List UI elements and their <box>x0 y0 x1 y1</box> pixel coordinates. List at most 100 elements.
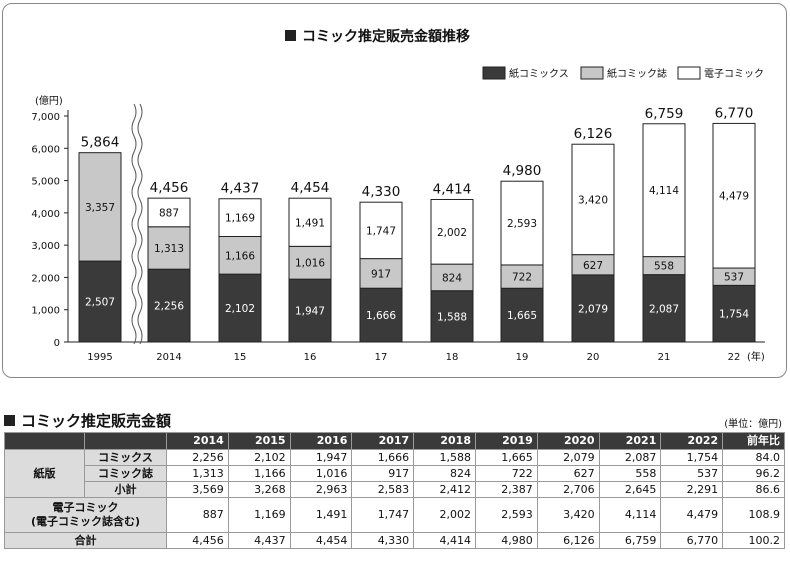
bar-value-label: 2,507 <box>85 297 115 309</box>
table-cell: 887 <box>166 497 229 533</box>
header-cell: 2014 <box>166 432 229 450</box>
table-cell: 2,002 <box>413 497 476 533</box>
table-cell: 627 <box>536 465 600 482</box>
x-tick-label: 16 <box>304 352 317 363</box>
title-square-icon <box>4 415 15 426</box>
bar-value-label: 1,313 <box>154 243 184 255</box>
x-tick-label: 21 <box>658 352 671 363</box>
x-axis-unit: (年) <box>747 350 765 363</box>
legend-swatch <box>580 66 604 80</box>
row-label-total: 合計 <box>4 532 167 549</box>
table-cell: 2,583 <box>351 481 415 498</box>
table-cell: 4,414 <box>413 532 476 549</box>
table-cell: 2,645 <box>598 481 662 498</box>
bar-total-label: 4,437 <box>221 181 260 197</box>
bar-segment <box>500 180 544 266</box>
bar-segment <box>359 201 403 260</box>
x-tick-label: 18 <box>446 352 459 363</box>
bar-value-label: 1,947 <box>295 306 325 318</box>
ecomic-label-line1: 電子コミック <box>52 501 119 514</box>
table-cell: 824 <box>413 465 476 482</box>
bar-segment <box>218 273 262 343</box>
header-cell: 2020 <box>536 432 600 450</box>
title-square-icon <box>285 30 296 41</box>
x-tick-label: 1995 <box>87 352 112 363</box>
group-label: 紙版 <box>4 449 85 498</box>
chart-panel: コミック推定販売金額推移 紙コミックス 紙コミック誌 電子コミック (億円) 0 1,000… <box>2 3 787 378</box>
table-cell: 1,947 <box>289 449 353 466</box>
bar-segment <box>571 143 615 256</box>
table-cell: 96.2 <box>722 465 785 482</box>
bar-value-label: 558 <box>654 261 674 273</box>
legend-label: 紙コミック誌 <box>607 67 667 80</box>
table-cell: 2,412 <box>413 481 476 498</box>
header-cell: 2017 <box>351 432 415 450</box>
bar-value-label: 627 <box>583 260 603 272</box>
header-cell: 2018 <box>413 432 476 450</box>
row-label-ecomic: 電子コミック (電子コミック誌含む) <box>4 497 167 533</box>
table-cell: 558 <box>598 465 662 482</box>
bar-value-label: 1,588 <box>437 311 467 323</box>
table-cell: 1,754 <box>660 449 724 466</box>
table-cell: 100.2 <box>722 532 785 549</box>
table-cell: 1,747 <box>351 497 415 533</box>
y-tick-label: 0 <box>54 338 60 349</box>
table-cell: 1,491 <box>289 497 353 533</box>
bar-segment <box>288 278 332 343</box>
x-tick-label: 2014 <box>156 352 181 363</box>
table-cell: 6,759 <box>598 532 662 549</box>
sales-table: 2014 2015 2016 2017 2018 2019 2020 2021 … <box>4 432 785 549</box>
table-cell: 108.9 <box>722 497 785 533</box>
bar-total-label: 4,456 <box>150 180 189 196</box>
table-cell: 1,665 <box>474 449 538 466</box>
bar-value-label: 2,256 <box>154 301 184 313</box>
table-cell: 2,593 <box>474 497 538 533</box>
table-cell: 3,268 <box>227 481 291 498</box>
bar-segment <box>147 268 191 343</box>
table-row: コミック誌 1,313 1,166 1,016 917 824 722 627 … <box>5 465 785 482</box>
table-cell: 4,437 <box>227 532 291 549</box>
bar-segment <box>147 197 191 228</box>
bar-value-label: 4,479 <box>719 191 749 203</box>
bar-segment <box>78 152 122 262</box>
row-label: 小計 <box>84 481 167 498</box>
chart-title: コミック推定販売金額推移 <box>302 28 470 45</box>
bar-total-label: 4,414 <box>433 181 472 197</box>
table-cell: 2,102 <box>227 449 291 466</box>
x-tick-label: 22 <box>728 352 741 363</box>
table-row: 紙版 コミックス 2,256 2,102 1,947 1,666 1,588 1… <box>4 449 785 498</box>
bar-total-label: 4,330 <box>362 184 401 200</box>
table-cell: 2,963 <box>289 481 353 498</box>
table-cell: 917 <box>351 465 415 482</box>
bar-value-label: 1,666 <box>366 310 396 322</box>
bar-value-label: 2,593 <box>507 218 537 230</box>
bar-value-label: 824 <box>442 272 462 284</box>
bar-value-label: 2,102 <box>225 303 255 315</box>
table-cell: 84.0 <box>722 449 785 466</box>
legend-label: 紙コミックス <box>509 67 569 80</box>
table-cell: 1,016 <box>289 465 353 482</box>
y-tick-label: 7,000 <box>31 112 60 123</box>
table-cell: 1,169 <box>227 497 291 533</box>
table-cell: 1,166 <box>227 465 291 482</box>
table-row-ecomic: 電子コミック (電子コミック誌含む) 887 1,169 1,491 1,747 … <box>4 497 785 533</box>
table-cell: 3,569 <box>166 481 229 498</box>
bar-value-label: 2,087 <box>649 303 679 315</box>
table-cell: 4,456 <box>166 532 229 549</box>
header-cell: 2021 <box>598 432 662 450</box>
bar-segment <box>430 263 474 292</box>
header-blank <box>4 432 85 450</box>
table-cell: 722 <box>474 465 538 482</box>
table-cell: 2,706 <box>536 481 600 498</box>
row-label: コミック誌 <box>84 465 167 482</box>
table-cell: 4,330 <box>351 532 415 549</box>
bar-value-label: 1,166 <box>225 250 255 262</box>
bar-total-label: 4,980 <box>503 163 542 179</box>
bar-value-label: 1,665 <box>507 310 537 322</box>
table-cell: 537 <box>660 465 724 482</box>
table-cell: 4,454 <box>289 532 353 549</box>
table-title-text: コミック推定販売金額 <box>21 412 172 430</box>
bar-total-label: 6,759 <box>645 106 684 122</box>
bar-value-label: 917 <box>371 268 391 280</box>
bar-value-label: 722 <box>512 272 532 284</box>
